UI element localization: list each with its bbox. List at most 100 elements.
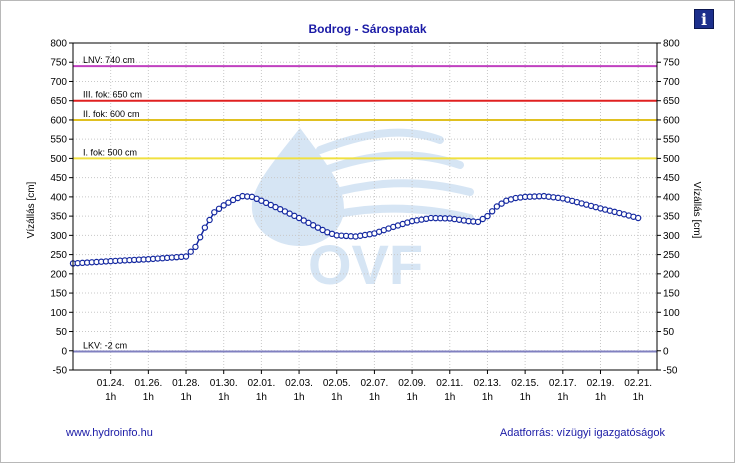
y-tick-label-right: -50 <box>663 366 678 377</box>
chart-title: Bodrog - Sárospatak <box>308 22 427 36</box>
x-tick-label-date: 02.15. <box>511 378 539 389</box>
x-tick-label-hour: 1h <box>294 392 305 403</box>
y-tick-label-right: 200 <box>663 269 680 280</box>
y-tick-label-left: 450 <box>50 173 67 184</box>
y-tick-label-left: 600 <box>50 115 67 126</box>
data-point <box>196 234 204 241</box>
data-point <box>225 199 232 206</box>
source-link[interactable]: www.hydroinfo.hu <box>66 427 153 439</box>
data-point <box>479 215 486 223</box>
series-layer <box>69 192 642 267</box>
level-lines: LNV: 740 cm III. fok: 650 cm II. fok: 600 … <box>73 55 657 353</box>
y-tick-label-left: 750 <box>50 58 67 69</box>
y-tick-label-right: 550 <box>663 135 680 146</box>
y-tick-label-left: 500 <box>50 154 67 165</box>
y-tick-label-right: 250 <box>663 250 680 261</box>
level-label: II. fok: 600 cm <box>83 109 140 119</box>
y-tick-label-right: 100 <box>663 308 680 319</box>
level-label: LKV: -2 cm <box>83 341 127 351</box>
watermark-wave-icon <box>316 128 474 222</box>
x-tick-label-hour: 1h <box>557 392 568 403</box>
x-tick-label-date: 02.13. <box>474 378 502 389</box>
y-tick-label-right: 700 <box>663 77 680 88</box>
data-point <box>187 248 194 255</box>
data-point <box>192 243 199 251</box>
data-point <box>220 202 227 209</box>
axes: -50 -50 0 0 50 50 100 100 150 150 200 200 250 250 300 3… <box>50 39 680 404</box>
x-tick-label-hour: 1h <box>633 392 644 403</box>
x-tick-label-hour: 1h <box>520 392 531 403</box>
x-tick-label-date: 02.09. <box>398 378 426 389</box>
x-tick-label-hour: 1h <box>331 392 342 403</box>
y-tick-label-left: 250 <box>50 250 67 261</box>
y-tick-label-right: 650 <box>663 96 680 107</box>
x-tick-label-hour: 1h <box>407 392 418 403</box>
data-point <box>215 205 223 213</box>
data-point <box>498 200 505 207</box>
x-tick-label-hour: 1h <box>482 392 493 403</box>
y-tick-label-right: 750 <box>663 58 680 69</box>
y-tick-label-right: 350 <box>663 212 680 223</box>
data-point <box>484 212 491 220</box>
level-label: LNV: 740 cm <box>83 55 135 65</box>
y-tick-label-left: 350 <box>50 212 67 223</box>
y-tick-label-left: 550 <box>50 135 67 146</box>
y-tick-label-left: 650 <box>50 96 67 107</box>
x-tick-label-date: 02.11. <box>436 378 463 389</box>
x-tick-label-date: 01.28. <box>172 378 200 389</box>
level-label: III. fok: 650 cm <box>83 90 142 100</box>
level-label: I. fok: 500 cm <box>83 147 137 157</box>
x-tick-label-date: 01.24. <box>97 378 125 389</box>
x-tick-label-hour: 1h <box>218 392 229 403</box>
data-source-note: Adatforrás: vízügyi igazgatóságok <box>499 427 665 439</box>
y-axis-label-left: Vízállás [cm] <box>26 181 37 238</box>
x-tick-label-date: 02.07. <box>361 378 389 389</box>
y-tick-label-left: 300 <box>50 231 67 242</box>
x-tick-label-date: 02.17. <box>549 378 577 389</box>
y-tick-label-right: 50 <box>663 327 675 338</box>
x-tick-label-date: 02.19. <box>587 378 615 389</box>
x-tick-label-hour: 1h <box>180 392 191 403</box>
data-point <box>206 216 213 224</box>
data-point <box>474 218 482 226</box>
info-icon[interactable]: i <box>694 9 714 29</box>
y-tick-label-left: 50 <box>56 327 68 338</box>
plot-border <box>72 42 658 371</box>
y-tick-label-right: 800 <box>663 39 680 50</box>
y-tick-label-left: 800 <box>50 39 67 50</box>
y-tick-label-left: 150 <box>50 289 67 300</box>
y-tick-label-left: 200 <box>50 269 67 280</box>
data-point <box>211 209 218 216</box>
y-tick-label-right: 450 <box>663 173 680 184</box>
y-tick-label-right: 400 <box>663 192 680 203</box>
y-tick-label-left: 0 <box>61 346 67 357</box>
y-tick-label-left: 100 <box>50 308 67 319</box>
x-tick-label-date: 02.21. <box>624 378 652 389</box>
data-point <box>493 203 501 210</box>
x-tick-label-date: 01.26. <box>134 378 162 389</box>
x-tick-label-hour: 1h <box>143 392 154 403</box>
x-tick-label-date: 01.30. <box>210 378 238 389</box>
x-tick-label-hour: 1h <box>369 392 380 403</box>
data-point <box>634 214 642 222</box>
watermark-text: OVF <box>308 233 423 296</box>
y-tick-label-right: 300 <box>663 231 680 242</box>
x-tick-label-hour: 1h <box>256 392 267 403</box>
y-tick-label-left: 400 <box>50 192 67 203</box>
y-tick-label-left: -50 <box>53 366 68 377</box>
data-point <box>182 253 190 260</box>
x-tick-label-date: 02.03. <box>285 378 313 389</box>
x-tick-label-hour: 1h <box>105 392 116 403</box>
y-tick-label-left: 700 <box>50 77 67 88</box>
y-axis-label-right: Vízállás [cm] <box>691 182 702 239</box>
x-tick-label-date: 02.05. <box>323 378 351 389</box>
y-tick-label-right: 600 <box>663 115 680 126</box>
data-point <box>201 224 209 231</box>
x-tick-label-hour: 1h <box>595 392 606 403</box>
x-tick-label-hour: 1h <box>444 392 455 403</box>
data-point <box>488 208 496 215</box>
x-tick-label-date: 02.01. <box>247 378 275 389</box>
y-tick-label-right: 0 <box>663 346 669 357</box>
